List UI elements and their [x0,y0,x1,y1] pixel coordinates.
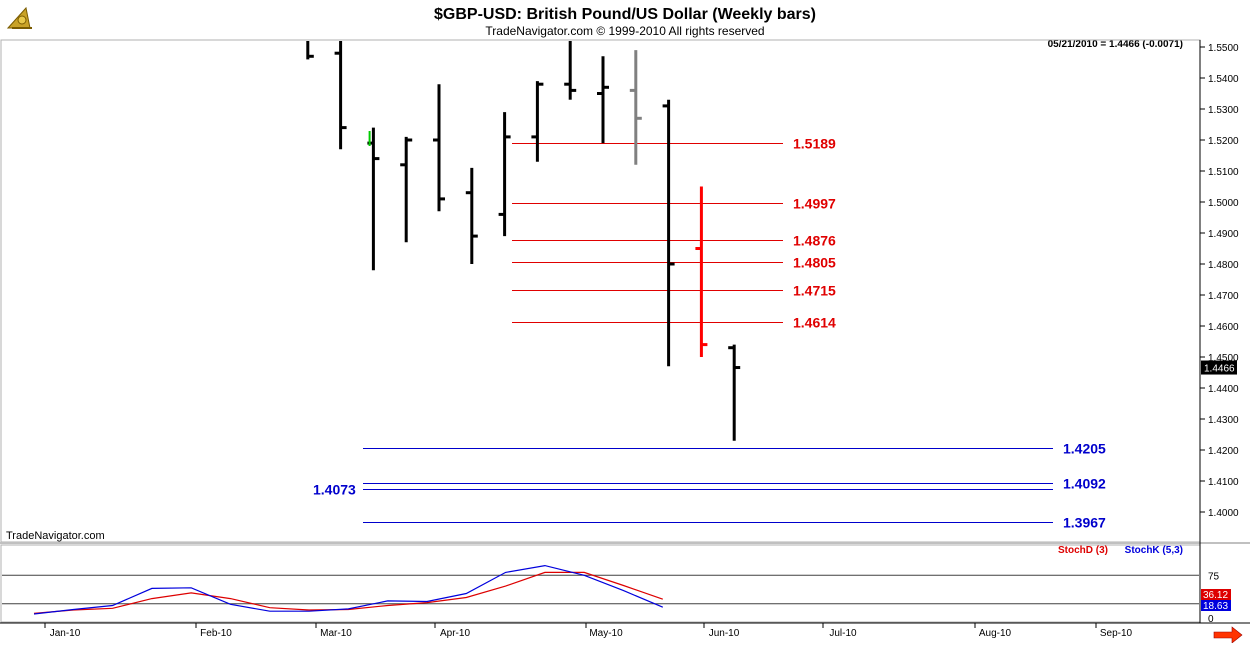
stoch-d-value-box [1201,589,1231,600]
support-label-2: 1.4092 [1063,476,1106,492]
last-price-info: 05/21/2010 = 1.4466 (-0.0071) [1048,39,1183,50]
date-tick-label: Aug-10 [979,628,1012,639]
price-tick-label: 1.5500 [1208,43,1239,54]
date-tick-label: Jul-10 [829,628,857,639]
legend-stoch-k: StochK (5,3) [1125,545,1183,556]
stoch-tick-label: 75 [1208,571,1220,582]
last-price-box [1201,360,1237,375]
price-tick-label: 1.4400 [1208,384,1239,395]
price-tick-label: 1.4800 [1208,260,1239,271]
scroll-right-arrow-icon[interactable] [1213,626,1243,644]
price-tick-label: 1.4000 [1208,508,1239,519]
date-tick-label: Apr-10 [440,628,470,639]
level-label-4: 1.4805 [793,255,836,271]
date-tick-label: May-10 [589,628,623,639]
price-tick-label: 1.5100 [1208,167,1239,178]
date-tick-label: Jan-10 [50,628,81,639]
price-tick-label: 1.4300 [1208,415,1239,426]
ohlc-bar [306,41,314,60]
ohlc-bars [306,41,741,441]
support-label-1: 1.4205 [1063,441,1106,457]
ohlc-bar [728,344,741,441]
support-label-3: 1.4073 [313,482,356,498]
price-tick-label: 1.5400 [1208,74,1239,85]
price-axis: 1.4000 1.4100 1.4200 1.4300 1.4400 1.4500 1.46… [1200,43,1239,519]
ohlc-bar [695,186,708,357]
price-tick-label: 1.5000 [1208,198,1239,209]
ohlc-bar [564,41,577,100]
date-axis: Jan-10 Feb-10 Mar-10 Apr-10 May-10 Jun-10 Jul-… [44,623,1133,639]
legend-stoch-d: StochD (3) [1058,545,1108,556]
ohlc-bar [400,136,413,243]
stoch-k-value-box [1201,600,1231,611]
ohlc-bar [433,84,445,212]
last-price-marker: 1.4466 [1201,360,1237,375]
level-label-6: 1.4614 [793,315,836,331]
support-levels [363,448,1053,523]
watermark: TradeNavigator.com [6,530,105,542]
chart-title: $GBP-USD: British Pound/US Dollar (Weekl… [434,6,816,23]
resistance-levels [512,143,783,323]
level-label-3: 1.4876 [793,233,836,249]
ohlc-bar [498,112,511,237]
ohlc-bar [597,56,609,144]
chart-subtitle: TradeNavigator.com © 1999-2010 All right… [485,24,764,38]
stoch-tick-label: 0 [1208,614,1214,625]
date-tick-label: Mar-10 [320,628,352,639]
ohlc-bar [334,41,347,150]
last-price-label: 1.4466 [1204,364,1235,375]
stoch-k-value: 18.63 [1203,601,1228,612]
stoch-k-line [33,564,664,615]
date-tick-label: Jun-10 [709,628,740,639]
sextant-logo-icon [6,6,32,29]
price-tick-label: 1.4100 [1208,477,1239,488]
price-tick-label: 1.4200 [1208,446,1239,457]
price-tick-label: 1.4600 [1208,322,1239,333]
stoch-d-value: 36.12 [1203,590,1228,601]
price-tick-label: 1.5200 [1208,136,1239,147]
ohlc-bar [662,99,675,367]
date-tick-label: Feb-10 [200,628,232,639]
price-tick-label: 1.4900 [1208,229,1239,240]
ohlc-bar [465,167,478,264]
price-tick-label: 1.4500 [1208,353,1239,364]
ohlc-bar [629,50,642,165]
support-label-4: 1.3967 [1063,515,1106,531]
date-tick-label: Sep-10 [1100,628,1133,639]
price-tick-label: 1.4700 [1208,291,1239,302]
price-tick-label: 1.5300 [1208,105,1239,116]
ohlc-bar [531,81,544,162]
level-label-1: 1.5189 [793,136,836,152]
level-label-2: 1.4997 [793,196,836,212]
level-label-5: 1.4715 [793,283,836,299]
